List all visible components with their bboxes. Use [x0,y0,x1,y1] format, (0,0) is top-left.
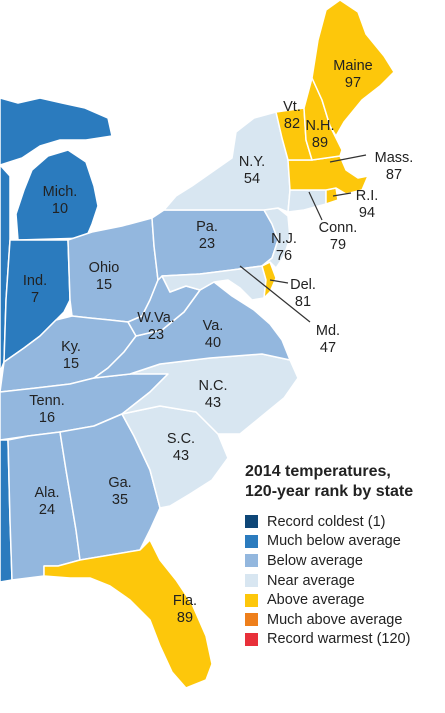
map-legend: 2014 temperatures, 120-year rank by stat… [245,462,441,649]
state-conn [287,189,327,213]
legend-label: Much below average [267,533,401,550]
legend-label: Record warmest (120) [267,631,411,648]
state-va [93,281,291,379]
legend-swatch [245,574,258,588]
state-wisconsin-region [0,97,113,166]
label-nh: N.H. 89 [306,118,335,151]
legend-swatch [245,554,258,568]
svg-text:Mass.87: Mass. 87 [375,150,414,183]
svg-text:Conn.79: Conn. 79 [319,220,358,253]
svg-text:Md.47: Md. 47 [316,323,340,356]
svg-text:R.I.94: R.I. 94 [356,188,379,221]
label-va: Va. 40 [203,318,224,351]
svg-text:W.Va.23: W.Va. 23 [137,310,175,343]
label-nj: N.J. 76 [271,231,297,264]
label-mich: Mich. 10 [43,184,78,217]
label-tenn: Tenn. 16 [29,393,64,426]
label-ind: Ind. 7 [23,273,47,306]
label-md: Md. 47 [316,323,340,356]
legend-list: Record coldest (1) Much below average Be… [245,512,441,649]
svg-text:Va.40: Va. 40 [203,318,224,351]
svg-text:Ga.35: Ga. 35 [108,475,131,508]
legend-label: Much above average [267,611,403,628]
leader-line-ri [332,192,352,197]
label-maine: Maine 97 [333,58,373,91]
legend-item-record-coldest: Record coldest (1) [245,512,441,532]
svg-text:Ky.15: Ky. 15 [61,339,81,372]
state-mich [15,149,99,241]
label-mass: Mass. 87 [375,150,414,183]
label-del: Del. 81 [290,277,316,310]
legend-label: Record coldest (1) [267,513,386,530]
label-nc: N.C. 43 [199,378,228,411]
label-ny: N.Y. 54 [239,154,265,187]
legend-swatch [245,515,258,529]
label-ky: Ky. 15 [61,339,81,372]
leader-line-del [269,279,289,284]
legend-item-near-average: Near average [245,571,441,591]
svg-text:Tenn.16: Tenn. 16 [29,393,64,426]
label-sc: S.C. 43 [167,431,195,464]
svg-text:Vt.82: Vt. 82 [283,99,301,132]
leader-line-mass [329,154,367,163]
legend-item-much-below-average: Much below average [245,532,441,552]
label-ala: Ala. 24 [35,485,60,518]
legend-title: 2014 temperatures, 120-year rank by stat… [245,462,441,502]
state-ny [163,111,291,213]
label-vt: Vt. 82 [283,99,301,132]
label-ohio: Ohio 15 [89,260,120,293]
svg-text:S.C.43: S.C. 43 [167,431,195,464]
svg-text:Pa.23: Pa. 23 [196,219,218,252]
svg-text:Mich.10: Mich. 10 [43,184,78,217]
svg-text:Del.81: Del. 81 [290,277,316,310]
state-md [161,265,267,301]
svg-text:N.C.43: N.C. 43 [199,378,228,411]
label-wva: W.Va. 23 [137,310,175,343]
state-maine [311,0,395,137]
legend-swatch [245,632,258,646]
leader-line-md [239,265,311,323]
legend-swatch [245,593,258,607]
legend-item-below-average: Below average [245,551,441,571]
svg-text:N.J.76: N.J. 76 [271,231,297,264]
legend-item-above-average: Above average [245,590,441,610]
legend-title-line-2: 120-year rank by state [245,483,414,500]
svg-text:N.Y.54: N.Y. 54 [239,154,265,187]
legend-swatch [245,613,258,627]
state-nj [261,207,291,269]
label-ri: R.I. 94 [356,188,379,221]
legend-item-record-warmest: Record warmest (120) [245,630,441,650]
svg-text:N.H.89: N.H. 89 [306,118,335,151]
legend-swatch [245,534,258,548]
label-ga: Ga. 35 [108,475,131,508]
legend-item-much-above-average: Much above average [245,610,441,630]
svg-text:Ind.7: Ind. 7 [23,273,47,306]
label-conn: Conn. 79 [319,220,358,253]
legend-title-line-1: 2014 temperatures, [245,463,391,480]
label-pa: Pa. 23 [196,219,218,252]
legend-label: Below average [267,552,363,569]
state-ga [59,413,161,561]
legend-label: Near average [267,572,355,589]
svg-text:Fla.89: Fla. 89 [173,593,197,626]
legend-label: Above average [267,592,365,609]
svg-text:Ala.24: Ala. 24 [35,485,60,518]
leader-line-conn [308,191,323,221]
state-fla [43,539,213,689]
label-fla: Fla. 89 [173,593,197,626]
